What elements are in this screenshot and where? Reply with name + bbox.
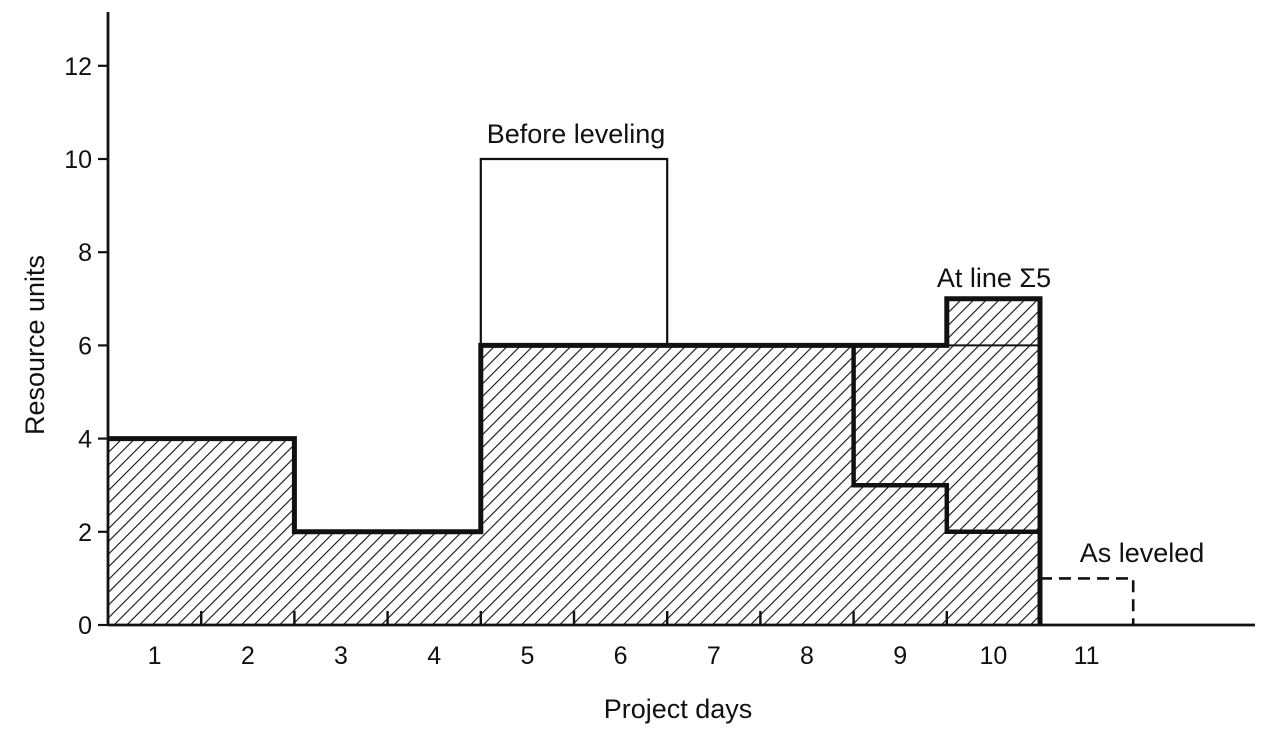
x-tick-label-5: 5: [520, 642, 534, 670]
x-axis-title: Project days: [604, 694, 753, 724]
y-tick-label-12: 12: [64, 53, 92, 81]
leveled-hatched-area: [108, 298, 1040, 625]
y-tick-label-10: 10: [64, 146, 92, 174]
y-tick-label-8: 8: [78, 239, 92, 267]
x-tick-label-2: 2: [241, 642, 255, 670]
y-tick-label-0: 0: [78, 612, 92, 640]
sigma5-profile-line: [851, 345, 1040, 535]
leveled-profile-line: [108, 296, 1043, 625]
x-tick-label-9: 9: [893, 642, 907, 670]
y-tick-label-4: 4: [78, 426, 92, 454]
x-tick-label-3: 3: [334, 642, 348, 670]
y-tick-label-2: 2: [78, 519, 92, 547]
x-tick-label-8: 8: [800, 642, 814, 670]
before-leveling-outline: [479, 157, 669, 346]
x-tick-label-10: 10: [979, 642, 1007, 670]
annotation-at-line-sigma5: At line Σ5: [937, 263, 1051, 293]
x-tick-label-6: 6: [614, 642, 628, 670]
y-axis-title: Resource units: [20, 255, 50, 435]
annotation-as-leveled: As leveled: [1080, 538, 1205, 568]
as-leveled-dashed-line: [1040, 577, 1135, 625]
y-tick-label-6: 6: [78, 332, 92, 360]
x-tick-label-1: 1: [148, 642, 162, 670]
x-tick-label-4: 4: [427, 642, 441, 670]
x-tick-label-11: 11: [1074, 642, 1100, 670]
annotation-before-leveling: Before leveling: [487, 119, 666, 149]
x-tick-label-7: 7: [707, 642, 721, 670]
